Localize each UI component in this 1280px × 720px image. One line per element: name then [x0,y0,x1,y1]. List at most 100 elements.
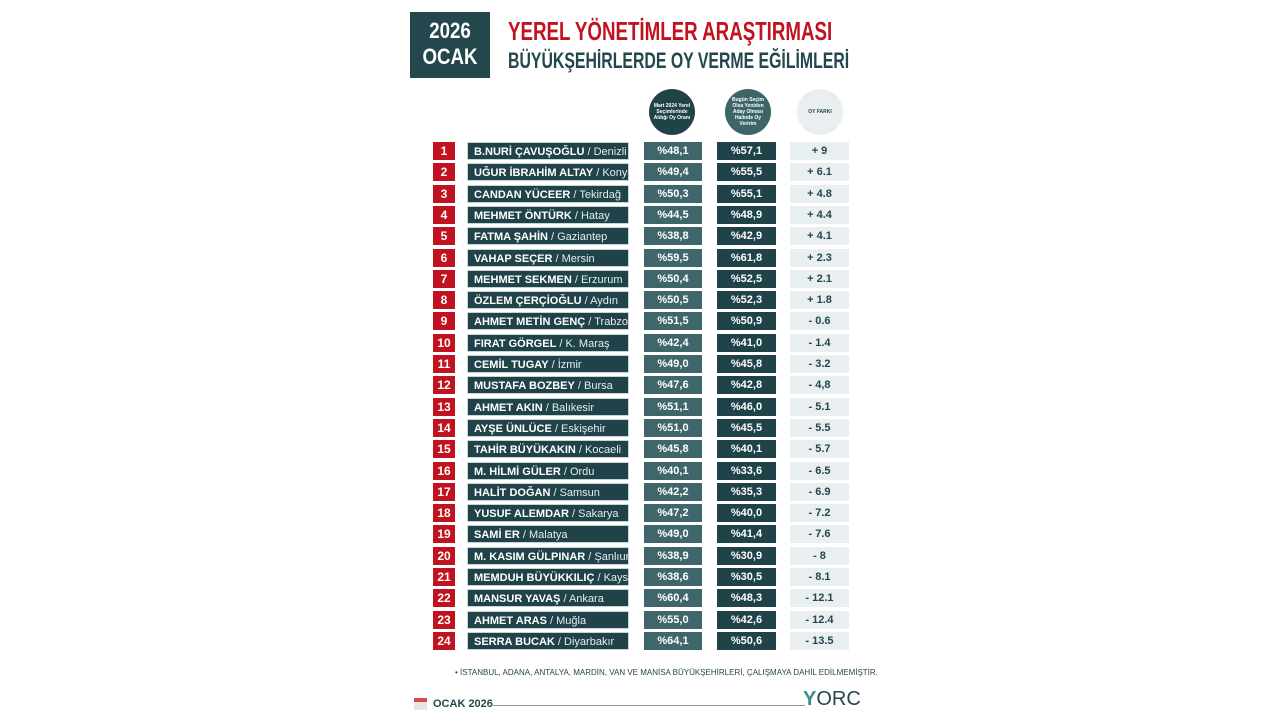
divider [487,705,805,706]
vote-2024: %49,0 [644,525,702,544]
city-name: Diyarbakır [564,635,615,648]
mayor-name: SERRA BUCAK [474,635,555,648]
separator: / [570,188,580,201]
table-row: 16 M. HİLMİ GÜLER / Ordu %40,1 %33,6 - 6… [0,461,1280,480]
vote-diff: - 5.5 [790,418,849,437]
table-row: 5 FATMA ŞAHİN / Gaziantep %38,8 %42,9 + … [0,227,1280,246]
rank-badge: 13 [433,397,455,416]
city-name: K. Maraş [565,337,610,350]
mayor-name: HALİT DOĞAN [474,486,551,499]
vote-diff: + 4.1 [790,227,849,246]
vote-now: %30,5 [717,568,776,586]
mayor-cell: MEMDUH BÜYÜKKILIÇ / Kayseri [467,568,629,586]
vote-2024: %64,1 [644,631,702,650]
mayor-name: FATMA ŞAHİN [474,231,548,244]
table-row: 8 ÖZLEM ÇERÇİOĞLU / Aydın %50,5 %52,3 + … [0,291,1280,310]
vote-now: %40,0 [717,504,776,523]
vote-2024: %48,1 [644,142,702,160]
mayor-cell: FATMA ŞAHİN / Gaziantep [467,227,629,246]
vote-2024: %49,4 [644,163,702,182]
table-row: 23 AHMET ARAS / Muğla %55,0 %42,6 - 12.4 [0,610,1280,629]
separator: / [550,486,560,499]
vote-now: %45,5 [717,418,776,437]
vote-diff: - 8.1 [790,568,849,586]
rank-badge: 1 [433,142,455,160]
column-header-diff: OY FARKI [797,89,843,135]
city-name: Eskişehir [561,422,606,435]
mayor-cell: HALİT DOĞAN / Samsun [467,482,629,501]
mayor-cell: SERRA BUCAK / Diyarbakır [467,631,629,650]
mayor-cell: ÖZLEM ÇERÇİOĞLU / Aydın [467,291,629,310]
mayor-name: MEHMET SEKMEN [474,273,572,286]
vote-diff: - 12.1 [790,589,849,608]
separator: / [560,465,570,478]
vote-2024: %51,0 [644,418,702,437]
vote-diff: - 3.2 [790,355,849,373]
vote-2024: %42,4 [644,333,702,352]
vote-diff: - 1.4 [790,333,849,352]
rank-badge: 23 [433,610,455,629]
page-title: YEREL YÖNETİMLER ARAŞTIRMASI [508,16,833,46]
city-name: Ordu [569,465,595,478]
mayor-cell: M. KASIM GÜLPINAR / Şanlıurfa [467,546,629,565]
city-name: Tekirdağ [579,188,621,201]
rank-badge: 15 [433,440,455,459]
vote-now: %48,3 [717,589,776,608]
column-header-now: Bugün Seçim Olsa Yeniden Aday Olması Hal… [725,89,771,135]
table-row: 4 MEHMET ÖNTÜRK / Hatay %44,5 %48,9 + 4.… [0,205,1280,224]
separator: / [546,614,557,627]
table-row: 3 CANDAN YÜCEER / Tekirdağ %50,3 %55,1 +… [0,184,1280,203]
separator: / [556,337,566,350]
separator: / [585,550,595,563]
separator: / [542,401,552,414]
vote-diff: + 2.1 [790,269,849,288]
city-name: Mersin [561,252,595,265]
mayor-name: AHMET METİN GENÇ [474,316,586,329]
separator: / [575,444,586,457]
mayor-cell: TAHİR BÜYÜKAKIN / Kocaeli [467,440,629,459]
rank-badge: 11 [433,355,455,373]
logo-text: ORC [816,688,861,710]
mayor-cell: AHMET METİN GENÇ / Trabzon [467,312,629,331]
rank-badge: 20 [433,546,455,565]
vote-now: %42,9 [717,227,776,246]
rank-badge: 17 [433,482,455,501]
mayor-name: CANDAN YÜCEER [474,188,571,201]
mayor-name: VAHAP SEÇER [474,252,553,265]
mayor-name: M. KASIM GÜLPINAR [474,550,586,563]
city-name: Aydın [590,295,619,308]
mayor-name: M. HİLMİ GÜLER [474,465,561,478]
vote-2024: %50,5 [644,291,702,310]
rank-badge: 16 [433,461,455,480]
mayor-name: AHMET AKIN [474,401,543,414]
vote-2024: %51,1 [644,397,702,416]
mayor-cell: AHMET AKIN / Balıkesir [467,397,629,416]
table-row: 24 SERRA BUCAK / Diyarbakır %64,1 %50,6 … [0,631,1280,650]
separator: / [547,231,558,244]
table-row: 9 AHMET METİN GENÇ / Trabzon %51,5 %50,9… [0,312,1280,331]
mayor-name: SAMİ ER [474,529,520,542]
rank-badge: 8 [433,291,455,310]
rank-badge: 2 [433,163,455,182]
city-name: Samsun [559,486,600,499]
mayor-cell: FIRAT GÖRGEL / K. Maraş [467,333,629,352]
rank-badge: 22 [433,589,455,608]
separator: / [568,508,579,521]
vote-diff: - 4,8 [790,376,849,395]
vote-now: %55,5 [717,163,776,182]
table-row: 6 VAHAP SEÇER / Mersin %59,5 %61,8 + 2.3 [0,248,1280,267]
vote-now: %35,3 [717,482,776,501]
calendar-icon [414,698,427,710]
mayor-cell: YUSUF ALEMDAR / Sakarya [467,504,629,523]
rank-badge: 9 [433,312,455,331]
vote-now: %52,3 [717,291,776,310]
table-row: 13 AHMET AKIN / Balıkesir %51,1 %46,0 - … [0,397,1280,416]
vote-diff: - 5.7 [790,440,849,459]
vote-now: %55,1 [717,184,776,203]
vote-2024: %44,5 [644,205,702,224]
footer-date: OCAK 2026 [433,698,493,710]
vote-2024: %60,4 [644,589,702,608]
vote-diff: + 4.8 [790,184,849,203]
vote-now: %52,5 [717,269,776,288]
separator: / [519,529,530,542]
